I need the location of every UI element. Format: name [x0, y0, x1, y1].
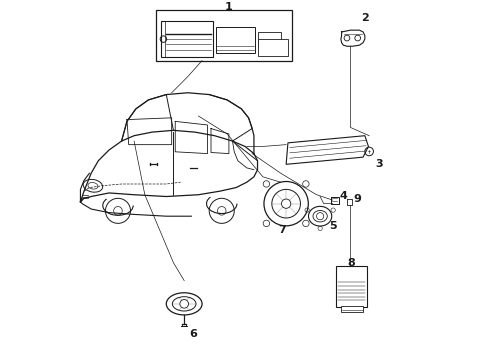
Bar	[216, 27, 255, 53]
Bar	[161, 21, 213, 57]
Text: 7: 7	[278, 225, 286, 235]
Bar	[336, 266, 367, 307]
Bar	[155, 10, 292, 60]
Text: 4: 4	[340, 191, 348, 201]
Text: 8: 8	[348, 258, 355, 268]
Bar	[258, 39, 288, 56]
Bar	[258, 32, 281, 46]
Text: 6: 6	[189, 329, 197, 338]
Text: 5: 5	[329, 221, 337, 231]
Text: 1: 1	[225, 2, 233, 12]
Text: 2: 2	[361, 13, 369, 23]
Text: 9: 9	[353, 194, 361, 204]
Text: 3: 3	[375, 159, 383, 169]
Bar	[341, 306, 363, 312]
